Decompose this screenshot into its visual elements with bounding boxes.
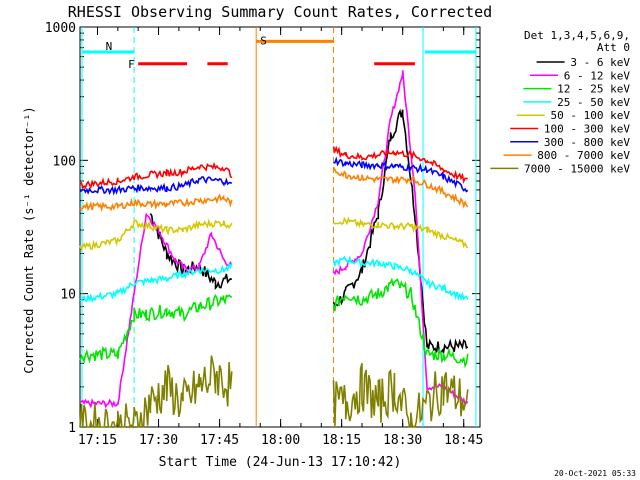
- legend-label: 50 - 100 keV: [551, 109, 631, 122]
- plot-frame: [79, 26, 481, 428]
- x-tick-label: 17:30: [139, 433, 178, 448]
- y-tick-label: 100: [53, 154, 76, 169]
- x-tick-label: 18:15: [322, 433, 361, 448]
- legend-label: 7000 - 15000 keV: [524, 162, 630, 175]
- legend-title-line-2: Att 0: [597, 41, 630, 54]
- series-line-7000-15000-kev-part-2: [332, 362, 469, 428]
- series-line-300-800-kev-part-2: [333, 156, 469, 193]
- y-tick-label: 1: [68, 421, 76, 436]
- series-line-25-50-kev-part-1: [79, 262, 233, 303]
- series-line-100-300-kev-part-1: [79, 161, 233, 190]
- timestamp: 20-Oct-2021 05:33: [554, 469, 636, 478]
- series-line-7000-15000-kev-part-1: [79, 355, 233, 429]
- series-line-100-300-kev-part-2: [332, 145, 468, 184]
- series-line-300-800-kev-part-1: [79, 176, 233, 196]
- legend-label: 3 - 6 keV: [570, 56, 630, 69]
- annotation-f: F: [128, 58, 135, 71]
- series-line-800-7000-kev-part-1: [79, 193, 233, 213]
- y-tick-label: 1000: [45, 21, 76, 36]
- legend-label: 800 - 7000 keV: [537, 149, 630, 162]
- plot-area: 1 10 100 1000 17:15 17:30 17:45 18:00 18:15 18:30…: [45, 21, 484, 448]
- x-tick-label: 18:45: [444, 433, 483, 448]
- x-tick-label: 17:45: [200, 433, 239, 448]
- legend-title-line-1: Det 1,3,4,5,6,9,: [524, 29, 630, 42]
- chart-title: RHESSI Observing Summary Count Rates, Co…: [68, 3, 492, 21]
- legend-label: 100 - 300 keV: [544, 123, 630, 136]
- series-line-12-25-kev-part-1: [79, 293, 233, 364]
- x-axis-label: Start Time (24-Jun-13 17:10:42): [159, 455, 402, 470]
- series-line-50-100-kev-part-2: [333, 216, 469, 249]
- y-axis-label: Corrected Count Rate (s⁻¹ detector⁻¹): [22, 106, 36, 373]
- series-line-3-6-kev-part-2: [332, 108, 469, 354]
- x-tick-label: 18:00: [261, 433, 300, 448]
- series-line-12-25-kev-part-2: [332, 277, 469, 369]
- x-tick-label: 17:15: [78, 433, 117, 448]
- series-line-6-12-kev-part-1: [79, 213, 233, 409]
- legend-label: 25 - 50 keV: [557, 96, 630, 109]
- series-line-50-100-kev-part-1: [79, 218, 233, 252]
- annotation-s: S: [260, 34, 267, 47]
- series-line-800-7000-kev-part-2: [332, 166, 469, 209]
- series-line-25-50-kev-part-2: [332, 255, 469, 302]
- x-tick-label: 18:30: [383, 433, 422, 448]
- annotation-n: N: [106, 40, 113, 53]
- y-tick-label: 10: [60, 288, 76, 303]
- legend-label: 300 - 800 keV: [544, 136, 630, 149]
- legend-label: 12 - 25 keV: [557, 83, 630, 96]
- legend-label: 6 - 12 keV: [564, 69, 631, 82]
